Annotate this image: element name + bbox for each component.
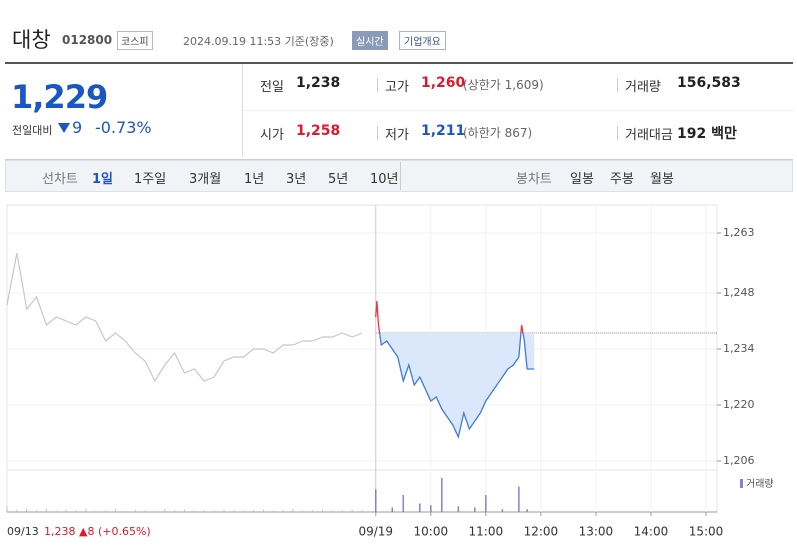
x-tick-label: 13:00	[579, 525, 614, 539]
x-tick-label: 09/19	[358, 525, 393, 539]
divider	[377, 78, 378, 92]
stat-extra: (하한가 867)	[463, 126, 533, 140]
divider	[400, 162, 401, 190]
stock-code: 012800	[62, 33, 113, 47]
change-pct: -0.73%	[95, 118, 152, 137]
period-tab[interactable]: 5년	[328, 172, 349, 187]
stat-label: 전일	[260, 80, 284, 95]
period-tab[interactable]: 10년	[370, 172, 399, 187]
x-tick-label: 11:00	[469, 525, 504, 539]
period-tab[interactable]: 3개월	[189, 172, 222, 187]
company-button[interactable]: 기업개요	[399, 31, 446, 50]
down-icon	[58, 123, 70, 133]
stat-label: 고가	[385, 80, 409, 95]
stat-label: 시가	[260, 128, 284, 143]
x-tick-label: 12:00	[524, 525, 559, 539]
stat-label: 저가	[385, 128, 409, 143]
divider	[242, 64, 243, 157]
price-line	[378, 333, 535, 440]
stat-value: 1,260	[421, 75, 466, 91]
stat-value: 1,211	[421, 123, 466, 139]
period-tab[interactable]: 3년	[286, 172, 307, 187]
change: 9	[72, 118, 83, 137]
stock-name: 대창	[12, 28, 51, 52]
divider	[377, 126, 378, 140]
volume-legend: 거래량	[746, 478, 774, 490]
y-tick-label: 1,248	[723, 286, 755, 299]
stat-value: 192 백만	[677, 126, 737, 142]
period-tab[interactable]: 1년	[244, 172, 265, 187]
divider	[243, 110, 793, 111]
datetime: 2024.09.19 11:53 기준(장중)	[183, 35, 334, 48]
y-tick-label: 1,206	[723, 454, 755, 467]
period-tab[interactable]: 1일	[92, 172, 114, 187]
y-tick-label: 1,220	[723, 398, 755, 411]
line-chart-label: 선차트	[42, 172, 78, 187]
stat-label: 거래량	[625, 80, 661, 95]
candle-tab[interactable]: 주봉	[610, 172, 634, 187]
quote-box	[5, 62, 793, 160]
plot-frame	[6, 204, 718, 513]
prev-date-label: 09/13	[7, 525, 39, 538]
area-fill	[375, 333, 535, 437]
change-label: 전일대비	[12, 124, 53, 137]
tab-bar	[5, 160, 793, 192]
price: 1,229	[11, 78, 108, 116]
candle-chart-label: 봉차트	[516, 172, 552, 187]
stat-label: 거래대금	[625, 128, 673, 143]
y-tick-label: 1,234	[723, 342, 755, 355]
candle-tab[interactable]: 일봉	[570, 172, 594, 187]
stat-value: 1,238	[296, 75, 341, 91]
x-tick-label: 15:00	[689, 525, 724, 539]
divider	[617, 126, 618, 140]
volume-legend-icon	[740, 479, 743, 488]
x-tick-label: 10:00	[414, 525, 449, 539]
divider	[617, 78, 618, 92]
stat-value: 1,258	[296, 123, 341, 139]
y-tick-label: 1,263	[723, 226, 755, 239]
stat-extra: (상한가 1,609)	[463, 78, 544, 92]
prev-note: 1,238 ▲8 (+0.65%)	[44, 525, 151, 538]
candle-tab[interactable]: 월봉	[650, 172, 674, 187]
stat-value: 156,583	[677, 75, 741, 91]
prev-line	[6, 252, 363, 383]
x-tick-label: 14:00	[634, 525, 669, 539]
period-tab[interactable]: 1주일	[134, 172, 167, 187]
realtime-badge: 실시간	[352, 31, 388, 50]
market-badge: 코스피	[117, 31, 153, 50]
